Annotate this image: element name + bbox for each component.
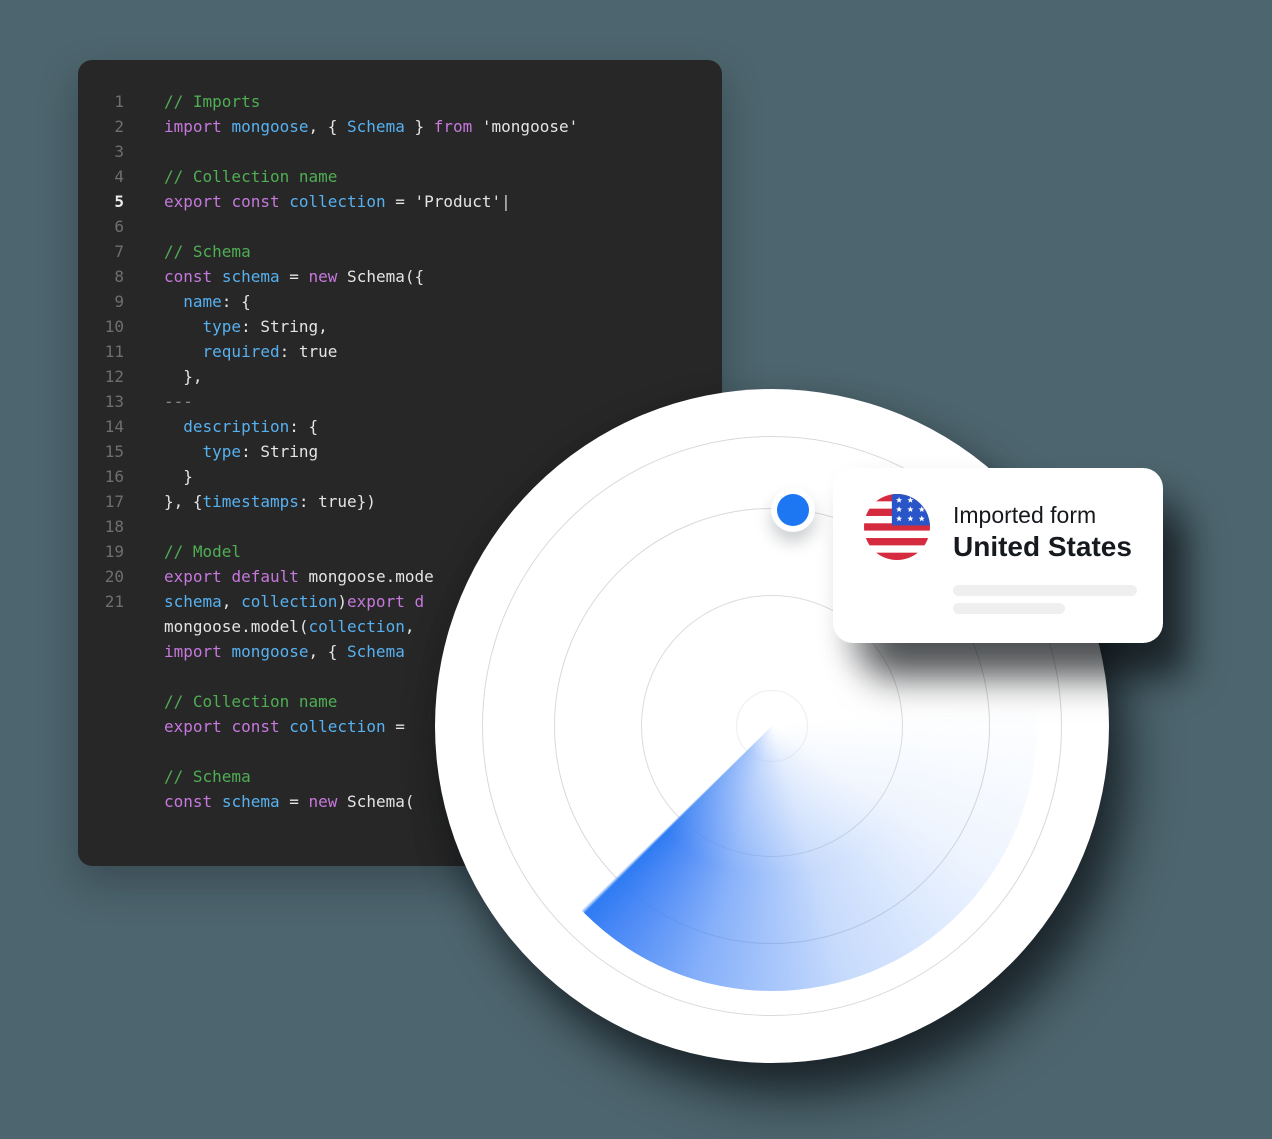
us-flag-icon — [864, 494, 930, 560]
card-label: Imported form — [953, 502, 1097, 528]
code-line: 18 — [104, 517, 124, 536]
code-line: 8 const schema = new Schema({ — [114, 267, 425, 286]
code-line: 13 --- — [104, 392, 193, 411]
code-line: 6 — [114, 217, 124, 236]
code-line: 19// Model — [104, 542, 242, 561]
code-line: 4// Collection name — [114, 167, 338, 186]
radar-ring — [482, 436, 1062, 1016]
placeholder-bars — [953, 585, 1137, 621]
code-line: 9 name: { — [114, 292, 251, 311]
code-line: 17}, {timestamps: true}) — [104, 492, 376, 511]
code-line: 15 type: String — [104, 442, 319, 461]
code-line: // Schema — [164, 767, 251, 786]
code-line: const schema = new Schema( — [164, 792, 415, 811]
code-line: mongoose.model(collection, — [164, 617, 415, 636]
placeholder-bar — [953, 603, 1065, 614]
code-line: 2 import mongoose, { Schema } from 'mongo… — [114, 117, 579, 136]
code-line: 14 description: { — [104, 417, 319, 436]
radar-blip-dot — [777, 494, 809, 526]
card-country: United States — [953, 531, 1132, 562]
code-line: 3 — [114, 142, 124, 161]
code-line: // Collection name — [164, 692, 338, 711]
code-line: 20 export default mongoose.mode — [104, 567, 434, 586]
code-line: 11 required: true — [104, 342, 338, 361]
radar-blip — [771, 488, 815, 532]
placeholder-bar — [953, 585, 1137, 596]
code-line: export const collection = — [164, 717, 405, 736]
import-card: Imported form United States — [833, 468, 1163, 643]
code-line: 12 }, — [104, 367, 203, 386]
code-line: 21 schema, collection)export d — [104, 592, 425, 611]
code-lines: 1// Imports 2 import mongoose, { Schema } … — [78, 60, 722, 814]
code-line: import mongoose, { Schema — [164, 642, 405, 661]
code-line: 1// Imports — [114, 92, 261, 111]
code-line: 16 } — [104, 467, 193, 486]
code-line: 7// Schema — [114, 242, 251, 261]
code-line: 5 export const collection = 'Product'| — [114, 192, 511, 211]
code-line: 10 type: String, — [104, 317, 328, 336]
